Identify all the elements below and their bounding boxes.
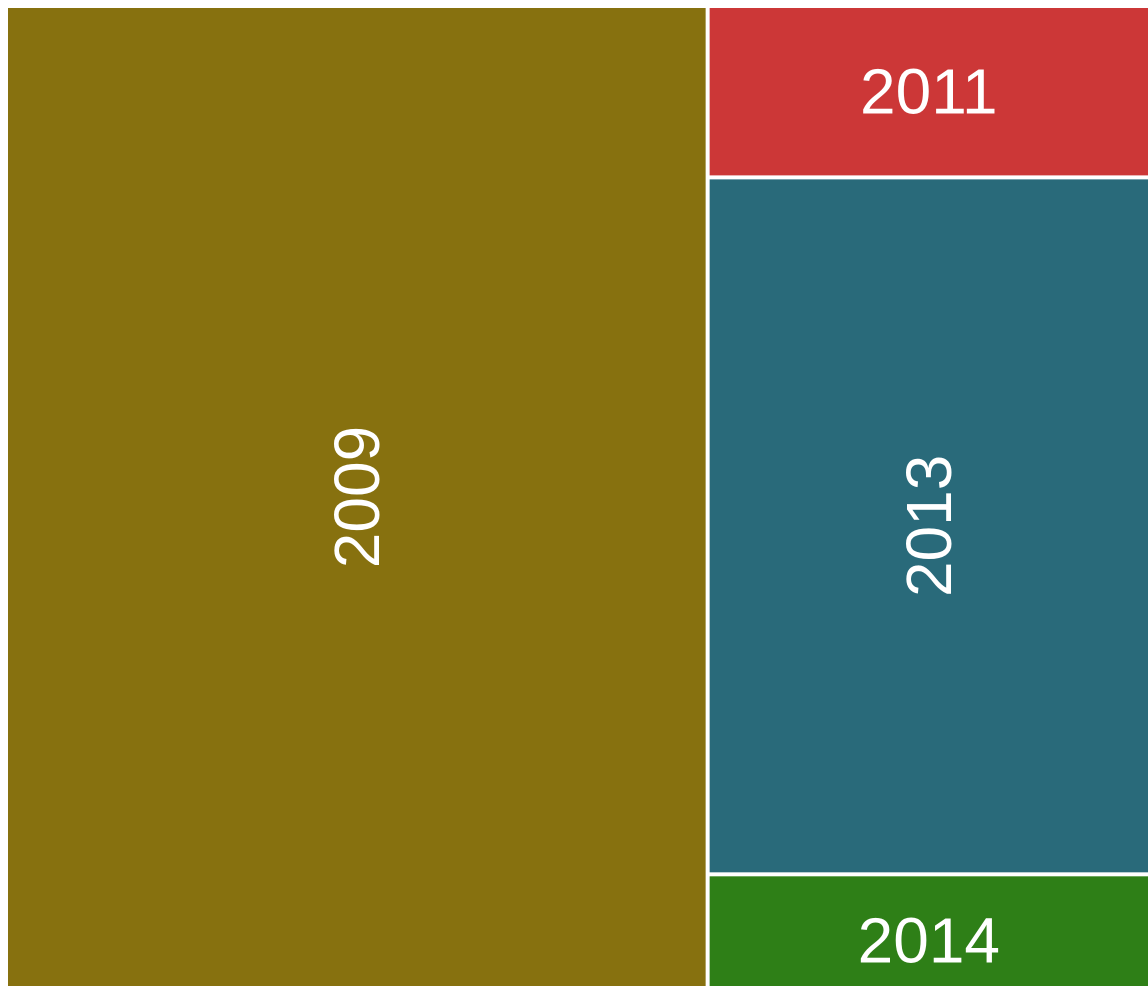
tile-label: 2009 [321, 426, 393, 568]
tile [8, 8, 706, 986]
tile [709, 876, 1148, 986]
tile [709, 8, 1148, 176]
tile [709, 179, 1148, 873]
tile-label: 2013 [893, 455, 965, 597]
tile-label: 2014 [858, 904, 1000, 976]
tile-label: 2011 [860, 56, 998, 128]
